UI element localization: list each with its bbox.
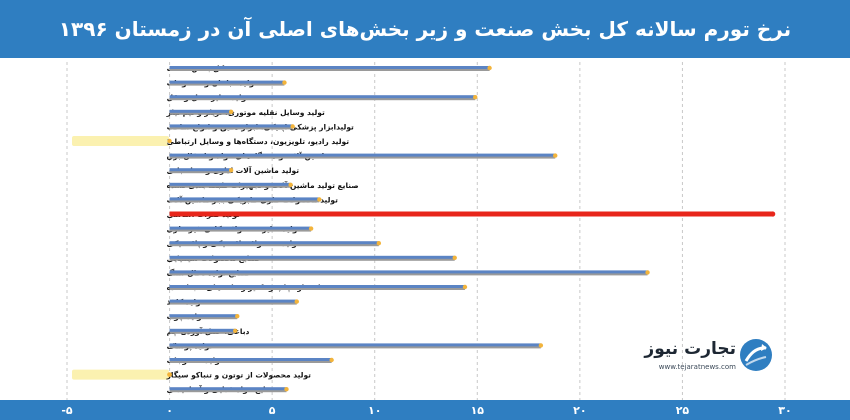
- bar-end-marker: [308, 226, 314, 231]
- bar-end-marker: [376, 241, 382, 246]
- bar-end-marker: [329, 357, 334, 363]
- category-label-highlight: [72, 136, 169, 146]
- bar: [169, 299, 297, 303]
- x-tick-label: ۲۵: [676, 404, 690, 417]
- category-label-highlight: [72, 369, 169, 380]
- bar: [169, 270, 648, 274]
- bar-end-marker: [228, 168, 234, 173]
- x-tick-label: ۰: [166, 404, 173, 417]
- category-label: تولید محصولات از توتون و تنباکو سیگار: [166, 371, 312, 380]
- x-tick-label: ۵: [269, 404, 276, 417]
- brand-logo: تجارت نیوز www.tejaratnews.com: [630, 337, 780, 377]
- highlighted-bar: [169, 211, 773, 217]
- bar-end-marker: [294, 299, 299, 304]
- bar-end-marker: [167, 138, 172, 144]
- bar: [169, 168, 232, 172]
- bar-end-marker: [553, 153, 558, 158]
- bar-end-marker: [538, 343, 544, 348]
- bar-end-marker: [452, 255, 457, 260]
- x-tick-label: -۵: [61, 404, 73, 417]
- category-label: تولید رادیو، تلویزیون، دستگاه‌ها و وسایل…: [167, 137, 350, 146]
- arrow-globe-logo-icon: [740, 339, 772, 371]
- chart-title-bar: نرخ تورم سالانه کل بخش صنعت و زیر بخش‌ها…: [0, 0, 850, 58]
- bar: [169, 343, 541, 347]
- bar-end-marker: [645, 270, 650, 275]
- bar: [169, 197, 320, 201]
- bar-end-marker: [462, 284, 468, 290]
- bar-end-marker: [284, 387, 289, 392]
- chart-title: نرخ تورم سالانه کل بخش صنعت و زیر بخش‌ها…: [58, 17, 792, 41]
- bar: [169, 226, 312, 230]
- bar: [169, 80, 285, 84]
- bar-end-marker: [233, 328, 238, 333]
- bar: [169, 328, 236, 332]
- bar: [169, 241, 379, 245]
- bar: [169, 66, 490, 69]
- bar-end-marker: [167, 372, 172, 377]
- bar-end-marker: [473, 95, 478, 100]
- x-tick-label: ۳۰: [778, 404, 791, 417]
- bar: [169, 95, 476, 99]
- x-tick-label: ۲۰: [573, 404, 586, 417]
- brand-url: www.tejaratnews.com: [658, 363, 736, 371]
- bar-end-marker: [228, 109, 234, 115]
- x-tick-label: ۱۵: [471, 404, 485, 417]
- bar-end-marker: [487, 65, 492, 71]
- bar: [169, 182, 291, 186]
- bar-end-marker: [235, 314, 240, 319]
- bar: [169, 358, 332, 361]
- bar: [169, 109, 232, 113]
- bar: [169, 387, 287, 391]
- x-tick-label: ۱۰: [368, 404, 381, 417]
- bar: [169, 285, 465, 288]
- bar: [169, 314, 238, 318]
- bar-end-marker: [282, 80, 287, 85]
- bar: [169, 124, 293, 128]
- bar-end-marker: [317, 197, 322, 202]
- bar-end-marker: [290, 124, 295, 129]
- x-axis-bar: [0, 400, 850, 420]
- brand-name: تجارت نیوز: [644, 339, 736, 359]
- bar: [169, 255, 455, 259]
- bar-end-marker: [770, 211, 776, 217]
- category-label: تولید وسایل نقلیه موتوری، تریلر و نیم تی…: [166, 108, 325, 117]
- bar: [169, 153, 556, 157]
- bar-end-marker: [288, 182, 293, 187]
